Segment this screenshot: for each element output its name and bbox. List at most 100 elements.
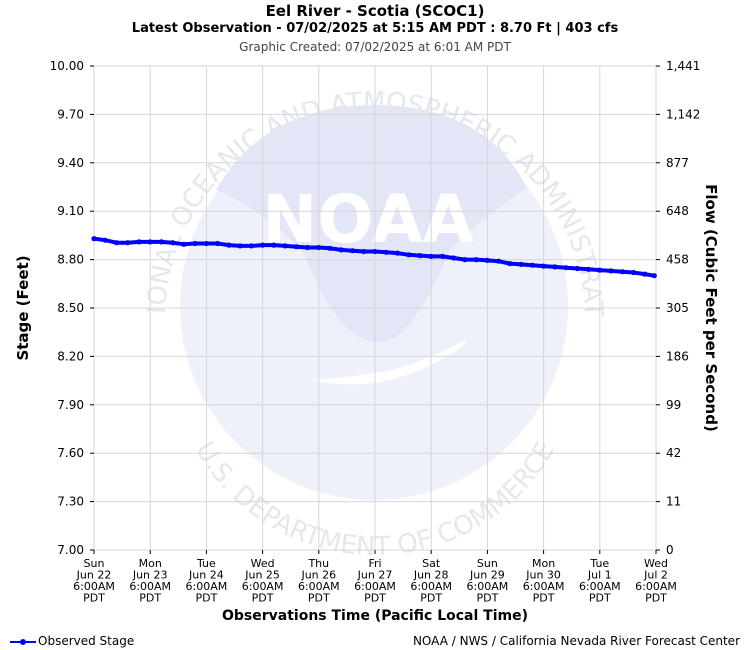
x-tick-label: Sun Jun 22 6:00AM PDT	[73, 557, 115, 605]
data-point	[462, 257, 468, 263]
data-point	[260, 242, 266, 248]
data-point	[507, 261, 513, 267]
data-point	[271, 242, 277, 248]
data-point	[383, 249, 389, 255]
data-point	[529, 262, 536, 268]
data-point	[361, 248, 367, 255]
latest-observation: Latest Observation - 07/02/2025 at 5:15 …	[131, 21, 619, 36]
data-point	[248, 243, 254, 249]
x-tick-label: Wed Jul 2 6:00AM PDT	[635, 557, 677, 605]
y2-tick-label: 648	[666, 204, 689, 218]
data-point	[181, 241, 187, 247]
data-point	[496, 258, 502, 264]
data-point	[541, 263, 547, 269]
y-tick-label: 10.00	[50, 59, 84, 73]
data-point	[147, 239, 153, 245]
data-point	[574, 265, 580, 272]
y2-tick-label: 305	[666, 301, 689, 315]
data-point	[406, 252, 412, 258]
noaa-watermark: NOAA NATIONAL OCEANIC AND ATMOSPHERIC AD…	[0, 0, 608, 562]
series-layer	[91, 236, 657, 279]
grid-lines	[93, 65, 657, 551]
data-point	[215, 240, 221, 247]
y2-tick-label: 99	[666, 398, 681, 412]
data-point	[428, 253, 434, 259]
data-point	[136, 239, 142, 245]
footer-credit: NOAA / NWS / California Nevada River For…	[412, 634, 740, 648]
data-point	[619, 269, 625, 275]
data-point	[293, 244, 299, 250]
x-tick-label: Tue Jul 1 6:00AM PDT	[579, 557, 621, 605]
y2-tick-label: 11	[666, 495, 681, 509]
data-point	[552, 264, 558, 270]
y-tick-label: 7.30	[57, 495, 84, 509]
y2-tick-label: 458	[666, 253, 689, 267]
y-axis-left: 7.00 7.30 7.60 7.90 8.20 8.50 8.80 9.10 9.40 9.70…	[50, 59, 94, 557]
data-point	[338, 247, 344, 253]
y-tick-label: 7.60	[57, 446, 84, 460]
chart-title: Eel River - Scotia (SCOC1)	[265, 2, 485, 20]
x-axis: Sun Jun 22 6:00AM PDT Mon Jun 23 6:00AM PDT Tue J…	[73, 550, 677, 605]
data-point	[642, 271, 648, 277]
data-point	[417, 253, 423, 259]
data-point	[113, 240, 120, 246]
data-point	[192, 240, 198, 247]
legend-swatch	[10, 637, 36, 647]
data-point	[451, 255, 457, 261]
y-tick-label: 7.00	[57, 543, 84, 557]
y2-axis-label: Flow (Cubic Feet per Second)	[702, 184, 720, 432]
x-tick-label: Wed Jun 25 6:00AM PDT	[242, 557, 284, 605]
data-point	[170, 240, 176, 246]
y-tick-label: 9.10	[57, 204, 84, 218]
watermark-gull	[216, 105, 527, 343]
data-point	[91, 236, 97, 242]
y-tick-label: 9.40	[57, 156, 84, 170]
data-point	[394, 250, 401, 256]
graphic-created: Graphic Created: 07/02/2025 at 6:01 AM P…	[239, 40, 511, 54]
watermark-wave	[310, 340, 466, 385]
data-point	[125, 240, 131, 246]
legend: Observed Stage	[10, 634, 134, 648]
x-tick-label: Fri Jun 27 6:00AM PDT	[354, 557, 396, 605]
y2-tick-label: 42	[666, 446, 681, 460]
x-tick-label: Mon Jun 23 6:00AM PDT	[129, 557, 171, 605]
y-tick-label: 9.70	[57, 107, 84, 121]
y2-tick-label: 0	[666, 543, 674, 557]
y-tick-label: 8.50	[57, 301, 84, 315]
data-point	[518, 261, 524, 267]
y-axis-label: Stage (Feet)	[14, 255, 32, 360]
y2-tick-label: 877	[666, 156, 689, 170]
data-point	[651, 273, 657, 279]
data-point	[327, 245, 333, 251]
legend-label: Observed Stage	[38, 634, 135, 648]
x-tick-label: Sat Jun 28 6:00AM PDT	[410, 557, 452, 605]
y-tick-label: 8.80	[57, 253, 84, 267]
data-point	[484, 257, 490, 263]
data-point	[563, 265, 569, 271]
y2-tick-label: 186	[666, 349, 689, 363]
data-point	[586, 266, 592, 272]
data-point	[372, 248, 378, 255]
data-point	[597, 267, 603, 273]
y-axis-right: 0 11 42 99 186 305 458 648 877 1,142 1,441	[656, 59, 700, 557]
data-point	[203, 240, 209, 247]
data-point	[439, 253, 445, 259]
data-point	[630, 269, 637, 276]
data-point	[316, 244, 322, 251]
x-tick-label: Sun Jun 29 6:00AM PDT	[467, 557, 509, 605]
x-axis-label: Observations Time (Pacific Local Time)	[222, 608, 528, 624]
x-tick-label: Tue Jun 24 6:00AM PDT	[186, 557, 228, 605]
data-point	[237, 243, 243, 249]
data-point	[102, 237, 108, 243]
data-point	[282, 243, 288, 249]
y-tick-label: 8.20	[57, 349, 84, 363]
data-point	[608, 268, 614, 274]
data-point	[349, 248, 356, 254]
data-point	[158, 239, 164, 245]
y-tick-label: 7.90	[57, 398, 84, 412]
y2-tick-label: 1,142	[666, 107, 700, 121]
x-tick-label: Thu Jun 26 6:00AM PDT	[298, 557, 340, 605]
x-tick-label: Mon Jun 30 6:00AM PDT	[523, 557, 565, 605]
y2-tick-label: 1,441	[666, 59, 700, 73]
